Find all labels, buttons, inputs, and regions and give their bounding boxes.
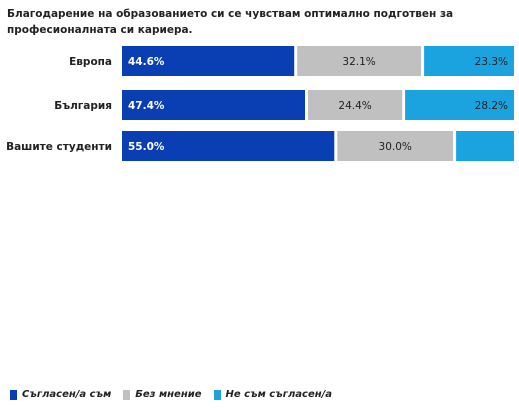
legend-label-2: Не съм съгласен/а — [225, 389, 333, 400]
chart-title: Благодарение на образованието си се чувс… — [7, 8, 454, 36]
data-label-0-1: 47.4% — [128, 100, 165, 112]
bar-1-1 — [308, 90, 403, 120]
category-label-1: България — [54, 100, 112, 112]
bar-1-0 — [297, 46, 422, 76]
bar-2-1 — [405, 90, 514, 120]
bar-2-0 — [424, 46, 514, 76]
bar-1-2 — [337, 131, 454, 161]
category-label-2: Вашите студенти — [6, 141, 112, 153]
data-label-1-2: 30.0% — [379, 141, 412, 153]
bar-0-0 — [122, 46, 295, 76]
legend-swatch-2 — [213, 389, 221, 400]
chart-plot: Европа 44.6% 32.1% 23.3% България 47.4% 24.4% 2… — [6, 46, 514, 161]
bar-2-2 — [456, 131, 514, 161]
data-label-1-0: 32.1% — [342, 56, 375, 68]
legend-item-1: Без мнение — [123, 389, 202, 400]
category-label-0: Европа — [69, 56, 112, 68]
data-label-0-2: 55.0% — [128, 141, 165, 153]
data-label-1-1: 24.4% — [338, 100, 371, 112]
bar-0-1 — [122, 90, 305, 120]
legend-item-0: Съгласен/а съм — [10, 389, 111, 400]
data-label-2-1: 28.2% — [475, 100, 508, 112]
legend-label-1: Без мнение — [135, 389, 202, 400]
data-label-0-0: 44.6% — [128, 56, 165, 68]
legend-item-2: Не съм съгласен/а — [213, 389, 333, 400]
chart-legend: Съгласен/а съм Без мнение Не съм съгласен/… — [10, 389, 344, 400]
legend-swatch-0 — [10, 389, 17, 400]
legend-swatch-1 — [123, 389, 131, 400]
legend-label-0: Съгласен/а съм — [22, 389, 112, 400]
data-label-2-0: 23.3% — [475, 56, 508, 68]
bar-0-2 — [122, 131, 335, 161]
